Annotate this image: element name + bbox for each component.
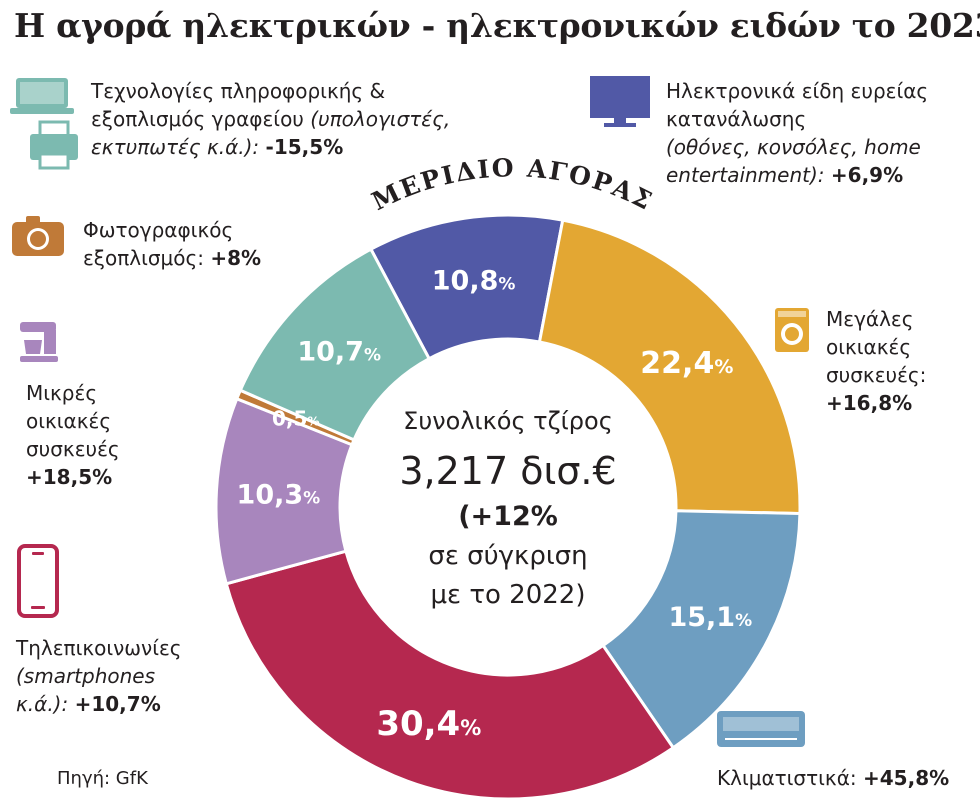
segment-value-label: 30,4% [376,704,481,744]
change-photo: +8% [210,246,262,270]
segment-value-label: 22,4% [640,346,733,381]
donut-segment-labels: 10,8% 22,4% 15,1% 30,4% 10,3% 0,5% 10,7% [237,265,753,744]
comparison-text: σε σύγκριση [428,541,587,571]
tv-monitor-icon [588,76,654,136]
segment-value-label: 10,7% [297,337,381,368]
smartphone-icon [17,544,61,624]
air-conditioner-icon [717,711,807,755]
change-small: +18,5% [26,465,113,489]
change-ac: +45,8% [863,766,950,790]
center-label: Συνολικός τζίρος [403,407,613,435]
legend-small: Μικρές οικιακές συσκευές +18,5% [26,381,120,489]
legend-it: Τεχνολογίες πληροφορικής & εξοπλισμός γρ… [91,79,451,159]
source-note: Πηγή: GfK [57,768,148,789]
segment-value-label: 15,1% [668,602,752,633]
donut-segment [238,247,432,442]
segment-value-label: 10,8% [432,265,516,296]
donut-segment [537,218,802,516]
yoy-change: (+12% [458,501,558,532]
food-mixer-icon [20,322,60,368]
donut-segment [600,509,802,750]
legend-photo: Φωτογραφικός εξοπλισμός: +8% [83,218,262,270]
change-telecom: +10,7% [74,692,161,716]
segment-value-label: 0,5% [272,407,319,431]
change-ce: +6,9% [830,163,904,187]
market-share-arc-title: ΜΕΡΙΔΙΟ ΑΓΟΡΑΣ [367,153,658,216]
laptop-printer-icon [10,76,80,180]
donut-segment [224,549,676,801]
donut-segments [214,213,802,801]
change-major: +16,8% [826,391,913,415]
change-it: -15,5% [265,135,344,159]
legend-telecom: Τηλεπικοινωνίες (smartphones κ.ά.): +10,… [16,636,182,716]
camera-icon [12,214,66,262]
segment-value-label: 10,3% [237,480,321,511]
legend-ac: Κλιματιστικά: +45,8% [717,766,950,790]
washing-machine-icon [775,308,811,358]
chart-title: Η αγορά ηλεκτρικών - ηλεκτρονικών ειδών … [14,6,980,45]
legend-ce: Ηλεκτρονικά είδη ευρείας κατανάλωσης (οθ… [666,79,929,187]
legend-major: Μεγάλες οικιακές συσκευές: +16,8% [826,307,927,415]
total-revenue-value: 3,217 δισ.€ [399,449,616,493]
comparison-year: με το 2022) [431,580,586,610]
